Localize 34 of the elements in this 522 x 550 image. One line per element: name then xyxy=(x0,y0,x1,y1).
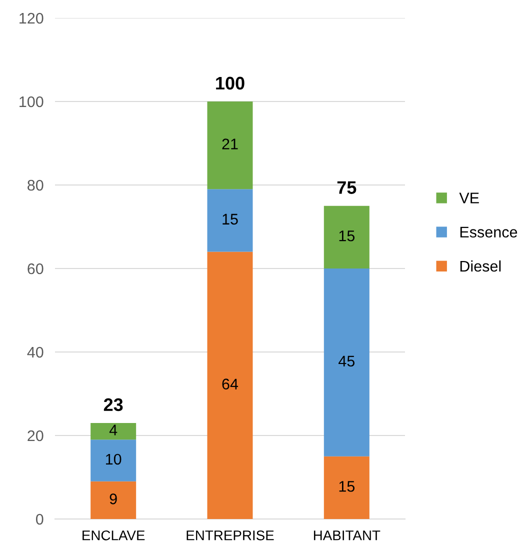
bar xyxy=(324,206,370,268)
legend-label: Essence xyxy=(460,226,518,238)
x-tick-label: HABITANT xyxy=(314,530,380,540)
y-tick-label: 80 xyxy=(28,180,44,191)
data-label: 45 xyxy=(338,356,355,367)
total-label: 100 xyxy=(216,76,244,90)
data-label: 21 xyxy=(222,138,238,150)
y-tick-label: 40 xyxy=(27,346,44,358)
y-tick-label: 100 xyxy=(20,96,44,108)
y-tick-label: 60 xyxy=(28,263,44,274)
legend-label: VE xyxy=(459,192,479,204)
x-tick-label: ENTREPRISE xyxy=(186,530,274,540)
total-label: 23 xyxy=(104,398,123,412)
data-label: 4 xyxy=(109,424,118,436)
bar xyxy=(207,102,253,190)
data-label: 15 xyxy=(339,481,355,492)
data-label: 9 xyxy=(110,493,117,504)
data-label: 15 xyxy=(339,230,355,242)
y-tick-label: 0 xyxy=(36,514,44,525)
legend-label: Diesel xyxy=(460,260,501,272)
bar xyxy=(90,481,136,519)
bar xyxy=(90,422,136,440)
data-label: 64 xyxy=(222,378,238,390)
data-label: 10 xyxy=(106,454,122,465)
data-label: 15 xyxy=(222,214,238,225)
y-tick-label: 20 xyxy=(28,430,44,442)
total-label: 75 xyxy=(337,181,356,194)
bar xyxy=(207,189,253,252)
bar xyxy=(207,252,253,519)
bar xyxy=(324,268,370,456)
x-tick-label: ENCLAVE xyxy=(82,530,145,540)
bar xyxy=(90,440,136,482)
bar xyxy=(324,456,370,519)
y-tick-label: 120 xyxy=(20,12,44,24)
